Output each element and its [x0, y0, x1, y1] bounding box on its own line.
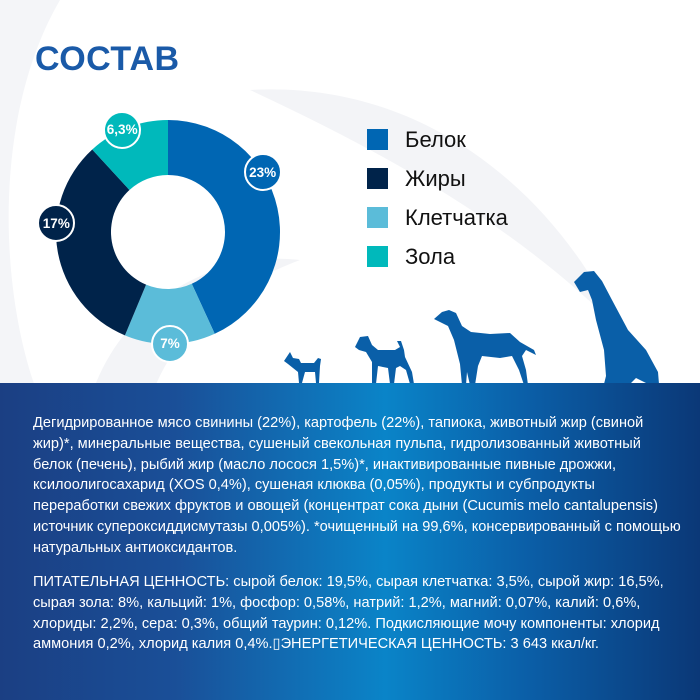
composition-text: Дегидрированное мясо свинины (22%), карт…	[33, 415, 681, 556]
data-label-fat: 17%	[37, 204, 76, 243]
legend-item-fiber: Клетчатка	[367, 198, 508, 237]
legend-label: Белок	[405, 126, 466, 152]
donut-slice-fiber	[124, 283, 215, 344]
dogs-silhouettes	[284, 271, 659, 385]
legend-swatch	[367, 246, 388, 267]
legend-item-ash: Зола	[367, 237, 508, 276]
data-label-ash: 6,3%	[103, 110, 142, 149]
legend-label: Зола	[405, 243, 456, 269]
dog-silhouette-icon	[574, 271, 659, 384]
data-label-fiber: 7%	[150, 324, 189, 363]
chart-legend: Белок Жиры Клетчатка Зола	[367, 120, 508, 276]
dog-silhouette-icon	[355, 336, 414, 384]
legend-label: Жиры	[405, 165, 466, 191]
legend-swatch	[367, 207, 388, 228]
legend-swatch	[367, 168, 388, 189]
background-leaf-decoration	[0, 0, 620, 400]
donut-slice-fat	[55, 149, 147, 336]
dog-silhouette-icon	[434, 310, 536, 385]
legend-item-fat: Жиры	[367, 159, 508, 198]
legend-swatch	[367, 129, 388, 150]
legend-label: Клетчатка	[405, 204, 508, 230]
ingredients-band	[0, 383, 700, 700]
dog-silhouette-icon	[284, 352, 321, 383]
page-title: СОСТАВ	[35, 40, 180, 78]
nutrition-text: ПИТАТЕЛЬНАЯ ЦЕННОСТЬ: сырой белок: 19,5%…	[33, 574, 664, 653]
legend-item-protein: Белок	[367, 120, 508, 159]
data-label-protein: 23%	[243, 153, 282, 192]
